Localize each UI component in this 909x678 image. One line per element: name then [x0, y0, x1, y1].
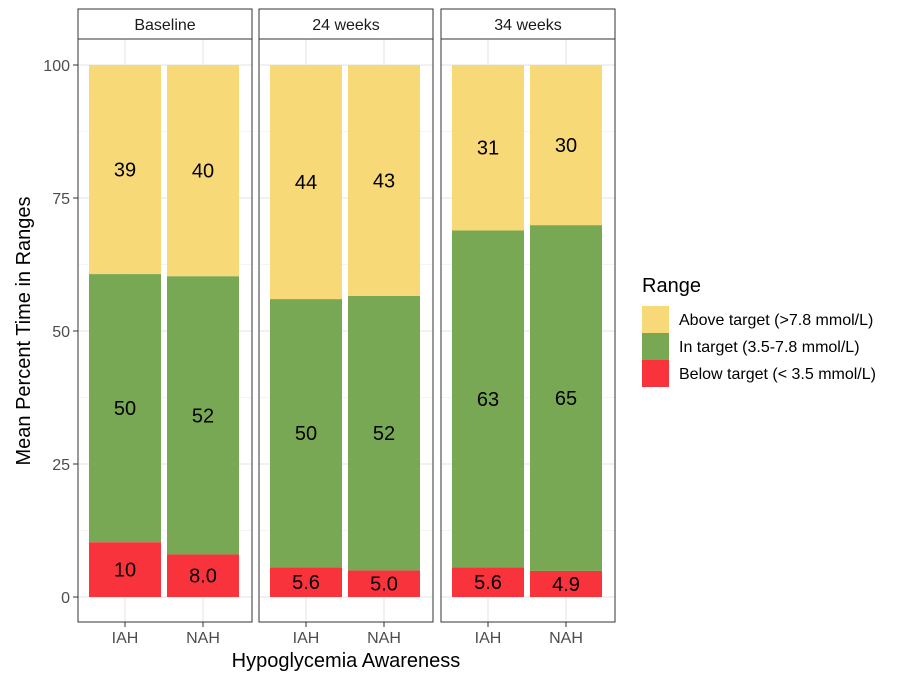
data-label: 10	[114, 560, 136, 582]
facet-strip	[258, 8, 434, 40]
bar-segment	[348, 570, 420, 597]
bar-segment	[270, 65, 342, 300]
y-axis-title: Mean Percent Time in Ranges	[13, 196, 35, 465]
data-label: 52	[192, 405, 214, 427]
legend-label: In target (3.5-7.8 mmol/L)	[679, 339, 860, 356]
bar-segment	[167, 65, 239, 277]
bar-segment	[89, 542, 161, 597]
facet-panels: 10 50 39 8.0 52 40 Baseline IAH NAH 5.6 50 44 5.0 52 4…	[77, 8, 616, 647]
data-label: 4.9	[552, 574, 580, 596]
y-tick-label: 75	[52, 191, 70, 208]
data-label: 52	[373, 423, 395, 445]
legend: Range Above target (>7.8 mmol/L) In targe…	[642, 275, 876, 387]
facet-strip	[77, 8, 253, 40]
data-label: 5.6	[292, 572, 320, 594]
bar-segment	[452, 65, 524, 231]
data-label: 50	[295, 423, 317, 445]
bar-segment	[270, 567, 342, 597]
data-label: 65	[555, 388, 577, 410]
data-label: 39	[114, 160, 136, 182]
legend-swatch	[642, 333, 669, 360]
facet-panel: 5.6 50 44 5.0 52 43 24 weeks IAH NAH	[258, 8, 434, 647]
data-label: 43	[373, 170, 395, 192]
y-tick-label: 25	[52, 457, 70, 474]
legend-swatch	[642, 306, 669, 333]
bar-segment	[530, 225, 602, 571]
y-axis: 0 25 50 75 100	[43, 58, 78, 607]
x-tick-label: NAH	[367, 630, 401, 647]
x-axis-title: Hypoglycemia Awareness	[232, 650, 461, 672]
data-label: 63	[477, 389, 499, 411]
bar-segment	[167, 554, 239, 597]
facet-panel: 5.6 63 31 4.9 65 30 34 weeks IAH NAH	[440, 8, 616, 647]
bar-segment	[452, 567, 524, 597]
bar-segment	[270, 299, 342, 568]
x-tick-label: IAH	[293, 630, 320, 647]
data-label: 31	[477, 138, 499, 160]
y-tick-label: 50	[52, 324, 70, 341]
bar-segment	[348, 65, 420, 296]
facet-strip-label: 34 weeks	[494, 17, 562, 34]
facet-panel: 10 50 39 8.0 52 40 Baseline IAH NAH	[77, 8, 253, 647]
data-label: 50	[114, 398, 136, 420]
bar-segment	[530, 65, 602, 226]
bar-segment	[452, 230, 524, 568]
bar-segment	[89, 274, 161, 543]
x-tick-label: IAH	[112, 630, 139, 647]
x-tick-label: NAH	[549, 630, 583, 647]
facet-strip-label: 24 weeks	[312, 17, 380, 34]
bar-segment	[89, 65, 161, 275]
legend-swatch	[642, 360, 669, 387]
legend-title: Range	[642, 275, 701, 297]
legend-item: Below target (< 3.5 mmol/L)	[642, 360, 876, 387]
data-label: 44	[295, 172, 317, 194]
facet-strip	[440, 8, 616, 40]
data-label: 40	[192, 161, 214, 183]
bar-segment	[167, 276, 239, 555]
bar-segment	[530, 570, 602, 597]
y-tick-label: 0	[61, 590, 70, 607]
data-label: 5.6	[474, 572, 502, 594]
data-label: 5.0	[370, 574, 398, 596]
x-tick-label: NAH	[186, 630, 220, 647]
data-label: 8.0	[189, 566, 217, 588]
facet-strip-label: Baseline	[134, 17, 195, 34]
legend-label: Above target (>7.8 mmol/L)	[679, 312, 873, 329]
legend-item: In target (3.5-7.8 mmol/L)	[642, 333, 860, 360]
legend-item: Above target (>7.8 mmol/L)	[642, 306, 873, 333]
legend-label: Below target (< 3.5 mmol/L)	[679, 366, 876, 383]
bar-segment	[348, 295, 420, 571]
data-label: 30	[555, 135, 577, 157]
x-tick-label: IAH	[475, 630, 502, 647]
y-tick-label: 100	[43, 58, 70, 75]
